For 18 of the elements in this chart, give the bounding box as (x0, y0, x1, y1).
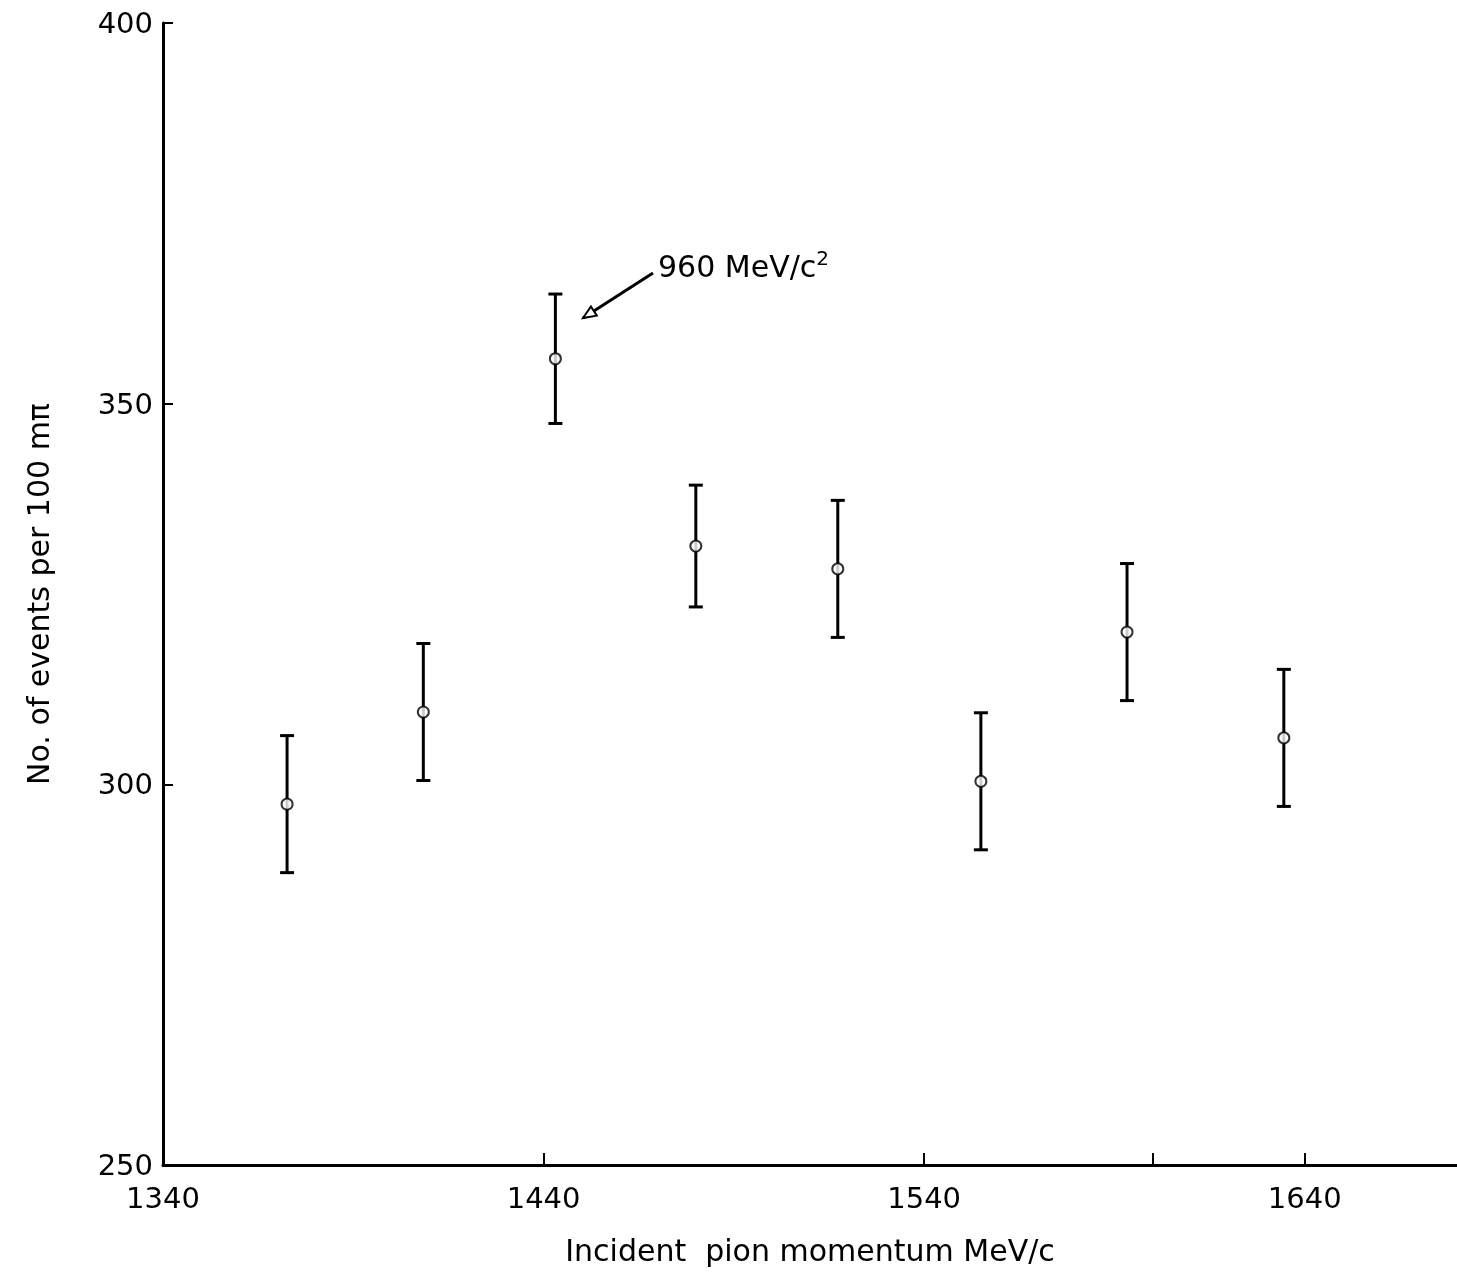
y-axis-title: No. of events per 100 mπ (20, 403, 56, 785)
y-tick-label: 250 (97, 1148, 153, 1182)
x-axis-title: Incident pion momentum MeV/c (565, 1232, 1055, 1268)
y-tick-label: 400 (97, 6, 153, 40)
y-tick-label: 300 (97, 767, 153, 802)
x-tick-label: 1340 (126, 1180, 200, 1215)
point (1120, 625, 1134, 639)
point (1277, 731, 1291, 745)
point (974, 774, 988, 788)
point (831, 562, 845, 576)
point (416, 705, 430, 719)
x-tick-label: 1640 (1267, 1180, 1342, 1215)
point (548, 352, 562, 366)
x-tick-label: 1440 (506, 1180, 581, 1215)
y-tick-label: 350 (97, 386, 153, 421)
point (689, 539, 703, 553)
x-tick-label: 1540 (887, 1180, 962, 1215)
point (280, 797, 294, 811)
